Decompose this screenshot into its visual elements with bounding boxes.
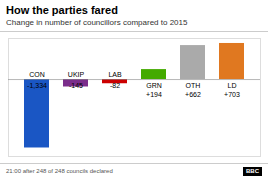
svg-text:-1,334: -1,334 <box>27 82 47 89</box>
html-text:How the parties fared: How the parties fared <box>6 4 118 16</box>
svg-text:+194: +194 <box>146 91 162 98</box>
html-text:BBC: BBC <box>246 167 259 174</box>
svg-text:GRN: GRN <box>146 82 162 89</box>
html-text:21:00 after 248 of 248 council: 21:00 after 248 of 248 councils declared <box>6 168 113 174</box>
svg-text:-82: -82 <box>110 82 120 89</box>
svg-text:LD: LD <box>228 82 237 89</box>
svg-text:+662: +662 <box>185 91 201 98</box>
svg-text:-145: -145 <box>69 82 83 89</box>
svg-text:CON: CON <box>29 71 45 78</box>
svg-text:LAB: LAB <box>108 71 122 78</box>
svg-text:UKIP: UKIP <box>68 71 85 78</box>
svg-text:+703: +703 <box>224 91 240 98</box>
html-text:Change in number of councillor: Change in number of councillors compared… <box>6 18 188 27</box>
svg-text:OTH: OTH <box>186 82 201 89</box>
